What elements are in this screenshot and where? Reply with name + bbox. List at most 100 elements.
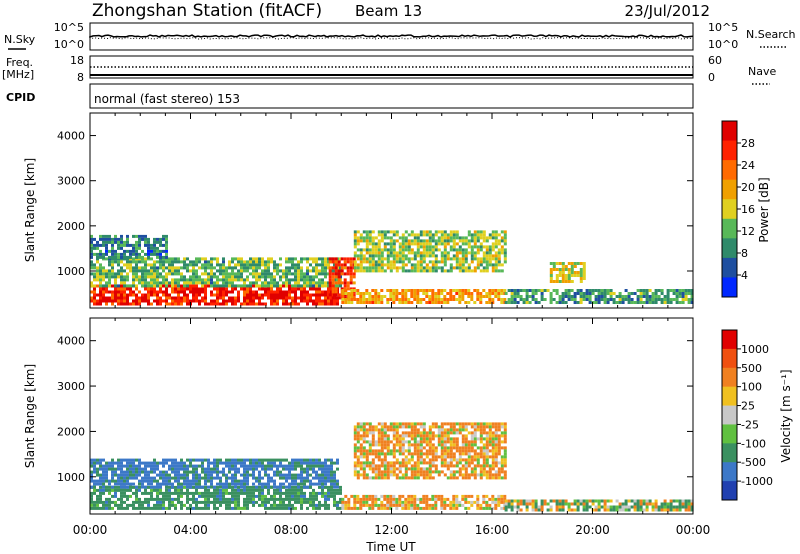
echo-cell [416, 292, 420, 295]
echo-cell [371, 431, 375, 435]
echo-cell [261, 494, 264, 498]
echo-cell [186, 278, 189, 282]
echo-cell [416, 269, 420, 273]
echo-cell [600, 289, 604, 292]
echo-cell [231, 269, 234, 273]
echo-cell [425, 289, 429, 292]
echo-cell [315, 482, 318, 486]
echo-cell [398, 452, 402, 456]
echo-cell [371, 295, 375, 298]
echo-cell [419, 443, 423, 447]
echo-cell [413, 251, 417, 255]
echo-cell [374, 263, 378, 267]
echo-cell [440, 494, 444, 498]
echo-cell [321, 284, 324, 288]
echo-cell [398, 467, 402, 471]
echo-cell [138, 237, 141, 241]
cpid-value: normal (fast stereo) 153 [94, 92, 240, 106]
echo-cell [528, 502, 532, 506]
echo-cell [258, 458, 261, 462]
echo-cell [315, 494, 318, 498]
echo-cell [180, 488, 183, 492]
echo-cell [246, 296, 249, 300]
echo-cell [359, 422, 363, 426]
echo-cell [440, 289, 444, 292]
echo-cell [261, 491, 264, 495]
echo-cell [117, 260, 120, 264]
echo-cell [168, 500, 171, 504]
echo-cell [437, 497, 441, 501]
echo-cell [285, 260, 288, 264]
echo-cell [336, 506, 339, 510]
echo-cell [216, 497, 219, 501]
echo-cell [392, 248, 396, 252]
echo-cell [111, 500, 114, 504]
echo-cell [285, 257, 288, 261]
echo-cell [204, 500, 207, 504]
echo-cell [395, 437, 399, 441]
echo-cell [195, 281, 198, 285]
echo-cell [321, 461, 324, 465]
echo-cell [687, 292, 691, 295]
echo-cell [207, 485, 210, 489]
echo-cell [165, 461, 168, 465]
colorbar-tick-label: 500 [741, 362, 762, 375]
echo-cell [570, 262, 574, 265]
echo-cell [398, 248, 402, 252]
echo-cell [485, 257, 489, 261]
echo-cell [255, 488, 258, 492]
echo-cell [300, 482, 303, 486]
echo-cell [368, 263, 372, 267]
echo-cell [207, 266, 210, 270]
echo-cell [374, 473, 378, 477]
echo-cell [96, 272, 99, 276]
echo-cell [204, 257, 207, 261]
echo-cell [609, 505, 613, 509]
echo-cell [383, 470, 387, 474]
echo-cell [162, 479, 165, 483]
echo-cell [237, 263, 240, 267]
echo-cell [294, 497, 297, 501]
echo-cell [294, 461, 297, 465]
echo-cell [333, 503, 336, 507]
echo-cell [216, 476, 219, 480]
echo-cell [359, 239, 363, 243]
echo-cell [219, 494, 222, 498]
echo-cell [234, 302, 237, 306]
echo-cell [500, 245, 504, 249]
echo-cell [324, 464, 327, 468]
echo-cell [186, 494, 189, 498]
echo-cell [630, 499, 634, 503]
echo-cell [464, 500, 468, 504]
echo-cell [210, 473, 213, 477]
echo-cell [440, 254, 444, 258]
echo-cell [564, 265, 568, 268]
echo-cell [645, 295, 649, 298]
echo-cell [237, 479, 240, 483]
echo-cell [213, 281, 216, 285]
echo-cell [177, 299, 180, 303]
echo-cell [201, 467, 204, 471]
echo-cell [663, 298, 667, 301]
echo-cell [440, 500, 444, 504]
echo-cell [407, 494, 411, 498]
echo-cell [564, 289, 568, 292]
echo-cell [552, 265, 556, 268]
echo-cell [359, 449, 363, 453]
echo-cell [105, 249, 108, 253]
echo-cell [531, 499, 535, 503]
echo-cell [183, 464, 186, 468]
echo-cell [476, 503, 480, 507]
echo-cell [321, 272, 324, 276]
echo-cell [398, 260, 402, 264]
echo-cell [270, 260, 273, 264]
echo-cell [449, 425, 453, 429]
echo-cell [312, 302, 315, 306]
echo-cell [449, 470, 453, 474]
echo-cell [600, 505, 604, 509]
beam-label: Beam 13 [355, 2, 422, 20]
echo-cell [141, 275, 144, 279]
echo-cell [132, 272, 135, 276]
echo-cell [171, 272, 174, 276]
